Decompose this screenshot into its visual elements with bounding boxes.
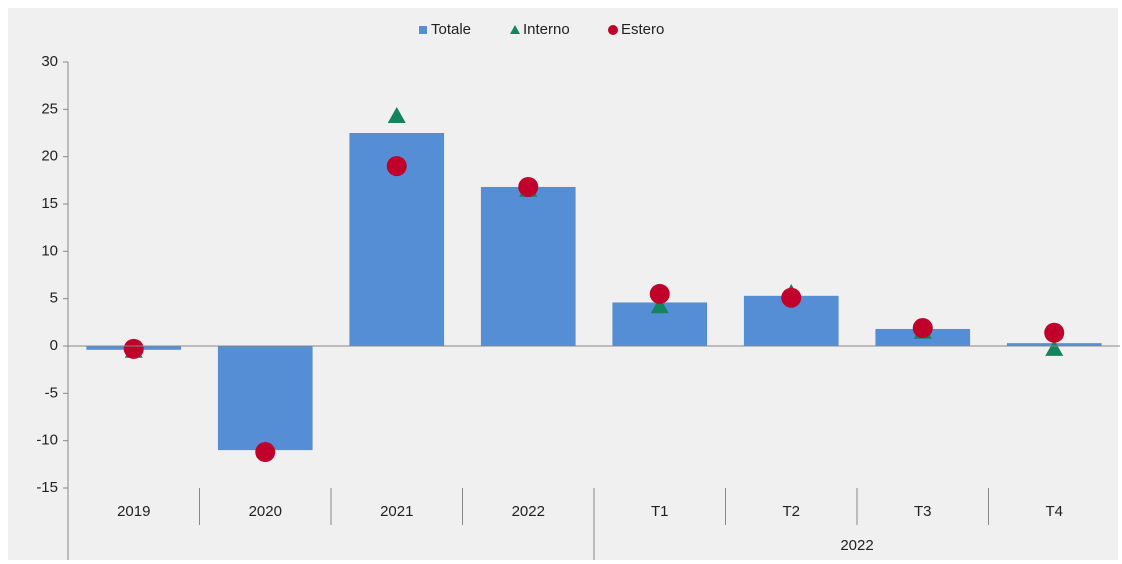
x-tick-label: T4 bbox=[1045, 503, 1063, 520]
circle-marker bbox=[123, 338, 144, 359]
circle-marker bbox=[912, 318, 933, 339]
y-tick-label: 20 bbox=[41, 148, 58, 165]
legend-swatch bbox=[419, 26, 427, 34]
triangle-marker bbox=[650, 297, 669, 314]
circle-marker bbox=[518, 176, 539, 197]
legend-label: Interno bbox=[523, 21, 570, 38]
x-tick-label: T2 bbox=[782, 503, 800, 520]
circle-marker bbox=[649, 283, 670, 304]
circle-marker bbox=[781, 287, 802, 308]
x-tick-label: 2020 bbox=[249, 503, 282, 520]
triangle-marker bbox=[1045, 339, 1064, 356]
legend-swatch bbox=[510, 25, 520, 34]
legend-swatch bbox=[608, 25, 618, 35]
bar bbox=[217, 346, 313, 451]
y-tick-label: -10 bbox=[36, 432, 58, 449]
circle-marker bbox=[386, 156, 407, 177]
y-tick-label: 30 bbox=[41, 53, 58, 70]
legend-label: Estero bbox=[621, 21, 664, 38]
x-tick-label: 2019 bbox=[117, 503, 150, 520]
triangle-marker bbox=[387, 106, 406, 123]
y-tick-label: -5 bbox=[45, 384, 58, 401]
y-tick-label: -15 bbox=[36, 479, 58, 496]
y-tick-label: 0 bbox=[50, 337, 58, 354]
x-tick-label: T3 bbox=[914, 503, 932, 520]
y-tick-label: 15 bbox=[41, 195, 58, 212]
circle-marker bbox=[1044, 322, 1065, 343]
y-tick-label: 25 bbox=[41, 100, 58, 117]
x-tick-label: 2021 bbox=[380, 503, 413, 520]
x-group-label: 2022 bbox=[840, 537, 873, 554]
legend-label: Totale bbox=[431, 21, 471, 38]
x-tick-label: 2022 bbox=[512, 503, 545, 520]
y-tick-label: 10 bbox=[41, 242, 58, 259]
y-tick-label: 5 bbox=[50, 290, 58, 307]
x-tick-label: T1 bbox=[651, 503, 669, 520]
circle-marker bbox=[255, 442, 276, 463]
bar bbox=[480, 186, 576, 346]
